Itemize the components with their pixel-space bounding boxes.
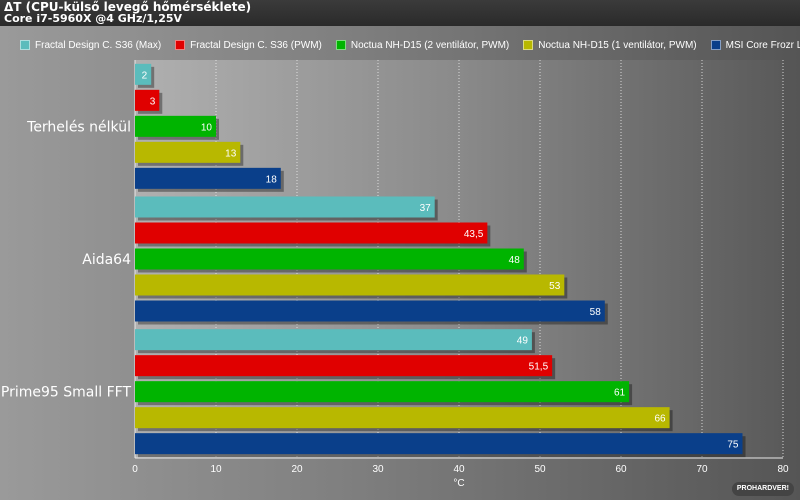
legend-item: Fractal Design C. S36 (PWM) bbox=[175, 40, 322, 51]
bar-value-label: 61 bbox=[614, 388, 626, 399]
x-tick-label: 60 bbox=[615, 464, 627, 475]
legend-label: Noctua NH-D15 (1 ventilátor, PWM) bbox=[538, 39, 697, 51]
bar-value-label: 75 bbox=[727, 440, 739, 451]
bar-value-label: 13 bbox=[225, 148, 237, 159]
bar-value-label: 53 bbox=[549, 281, 561, 292]
bar bbox=[135, 300, 605, 322]
legend-swatch bbox=[523, 40, 534, 50]
bar bbox=[135, 196, 435, 218]
bar bbox=[135, 89, 160, 111]
x-tick-label: 20 bbox=[291, 464, 303, 475]
category-label: Aida64 bbox=[82, 252, 131, 268]
bar-value-label: 37 bbox=[420, 203, 432, 214]
legend-swatch bbox=[175, 40, 186, 50]
legend-label: Fractal Design C. S36 (PWM) bbox=[190, 39, 322, 51]
watermark: PROHARDVER! bbox=[731, 482, 794, 496]
legend-label: Fractal Design C. S36 (Max) bbox=[35, 39, 162, 51]
bar bbox=[135, 63, 152, 85]
category-label: Terhelés nélkül bbox=[26, 119, 131, 135]
legend-item: Fractal Design C. S36 (Max) bbox=[20, 40, 161, 51]
bar bbox=[135, 141, 241, 163]
bar bbox=[135, 381, 630, 403]
bar bbox=[135, 248, 524, 270]
x-axis-label: °C bbox=[453, 478, 464, 489]
bar-value-label: 49 bbox=[517, 336, 529, 347]
legend-label: Noctua NH-D15 (2 ventilátor, PWM) bbox=[350, 39, 510, 51]
bar-value-label: 18 bbox=[266, 174, 278, 185]
bar bbox=[135, 407, 670, 429]
bar-value-label: 43,5 bbox=[464, 229, 484, 240]
legend-label: MSI Core Frozr L (PWM) bbox=[725, 39, 800, 51]
legend-swatch bbox=[335, 40, 346, 50]
bar bbox=[135, 355, 553, 377]
bar-value-label: 51,5 bbox=[529, 362, 549, 373]
x-tick-label: 50 bbox=[534, 464, 546, 475]
chart-header: ΔT (CPU-külső levegő hőmérséklete) Core … bbox=[0, 0, 800, 26]
x-tick-label: 40 bbox=[453, 464, 465, 475]
x-tick-label: 80 bbox=[777, 464, 789, 475]
bar bbox=[135, 222, 488, 244]
bar-value-label: 10 bbox=[201, 122, 213, 133]
legend-item: Noctua NH-D15 (2 ventilátor, PWM) bbox=[335, 39, 510, 51]
bar-value-label: 2 bbox=[142, 70, 148, 81]
x-tick-label: 0 bbox=[132, 464, 138, 475]
chart-legend: Fractal Design C. S36 (Max) Fractal Desig… bbox=[20, 38, 800, 52]
legend-item: MSI Core Frozr L (PWM) bbox=[710, 39, 800, 51]
x-tick-label: 10 bbox=[210, 464, 222, 475]
bar-value-label: 3 bbox=[150, 96, 156, 107]
bar bbox=[135, 274, 565, 296]
bar-value-label: 48 bbox=[509, 255, 521, 266]
bar bbox=[135, 433, 743, 455]
legend-item: Noctua NH-D15 (1 ventilátor, PWM) bbox=[523, 39, 697, 51]
x-tick-label: 70 bbox=[696, 464, 708, 475]
chart-title: ΔT (CPU-külső levegő hőmérséklete) bbox=[4, 0, 252, 14]
bar-value-label: 58 bbox=[590, 307, 602, 318]
legend-swatch bbox=[710, 40, 721, 50]
bar-value-label: 66 bbox=[654, 414, 666, 425]
bar bbox=[135, 115, 216, 137]
category-label: Prime95 Small FFT bbox=[1, 385, 132, 401]
x-tick-label: 30 bbox=[372, 464, 384, 475]
legend-swatch bbox=[20, 40, 30, 50]
bar bbox=[135, 167, 281, 189]
bar bbox=[135, 329, 532, 351]
chart-subtitle: Core i7-5960X @4 GHz/1,25V bbox=[4, 12, 183, 25]
